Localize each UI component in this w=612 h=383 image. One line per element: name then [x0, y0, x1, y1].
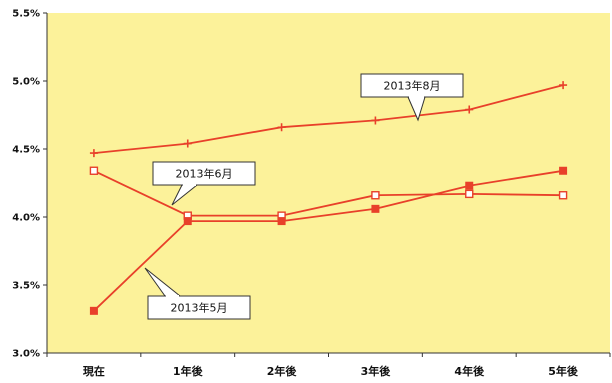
data-point	[558, 191, 568, 200]
y-tick-label: 3.0%	[12, 349, 40, 360]
data-point	[371, 204, 380, 213]
x-tick-label: 現在	[83, 364, 105, 378]
callout-label: 2013年8月	[384, 79, 441, 93]
x-tick-label: 5年後	[548, 364, 579, 378]
data-point	[89, 149, 98, 158]
axes	[43, 12, 611, 357]
x-tick-label: 4年後	[454, 364, 485, 378]
data-point	[89, 166, 99, 175]
data-point	[465, 105, 474, 114]
series-lines	[93, 84, 564, 312]
data-point	[465, 181, 474, 190]
x-tick-label: 1年後	[173, 364, 204, 378]
callout-label: 2013年5月	[171, 301, 228, 315]
series-line	[93, 169, 564, 312]
data-point	[559, 81, 568, 90]
data-point	[465, 189, 474, 199]
data-point	[371, 191, 380, 200]
y-tick-label: 5.5%	[12, 9, 40, 20]
data-point	[183, 217, 192, 226]
callout-box	[147, 295, 251, 320]
data-point	[89, 306, 98, 315]
data-point	[183, 139, 192, 148]
callout-label: 2013年6月	[176, 167, 233, 181]
y-tick-label: 3.5%	[12, 281, 40, 292]
data-point	[277, 217, 286, 226]
callout-box	[152, 161, 256, 186]
y-tick-label: 4.5%	[12, 145, 40, 156]
data-point	[559, 166, 568, 175]
y-tick-label: 5.0%	[12, 77, 40, 88]
callouts: 2013年8月 2013年6月 2013年5月	[144, 73, 464, 320]
plot-background	[47, 13, 610, 353]
x-tick-label: 2年後	[267, 364, 298, 378]
data-point	[371, 116, 380, 125]
series-line	[93, 84, 564, 154]
series-line	[93, 169, 564, 217]
plot-area	[47, 13, 610, 353]
tick-labels: 3.0% 3.5% 4.0% 4.5% 5.0% 5.5% 現在 1年後 2年後 3年後 4年後 5年…	[12, 9, 579, 379]
data-point	[277, 123, 286, 132]
x-tick-label: 3年後	[361, 364, 392, 378]
series-markers	[89, 81, 568, 315]
y-tick-label: 4.0%	[12, 213, 40, 224]
